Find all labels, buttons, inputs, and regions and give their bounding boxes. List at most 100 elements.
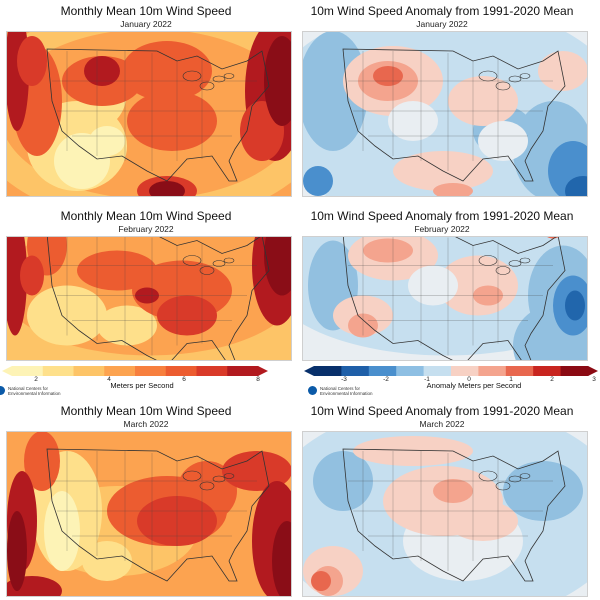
panel-subtitle: January 2022: [120, 19, 172, 29]
ncei-credit: National Centers for Environmental Infor…: [320, 386, 373, 396]
wind-contour: [7, 237, 27, 336]
wind-contour: [89, 126, 125, 156]
wind-contour: [303, 166, 333, 196]
great-lake: [478, 255, 498, 266]
legend-units: Meters per Second: [110, 381, 174, 390]
great-lake: [212, 475, 226, 483]
wind-anomaly-map: [302, 236, 588, 361]
panel-title: 10m Wind Speed Anomaly from 1991-2020 Me…: [310, 4, 574, 18]
speed-legend: 2 4 6 8 Meters per Second National Cente…: [0, 364, 294, 404]
wind-contour: [565, 290, 585, 321]
panel-subtitle: January 2022: [416, 19, 468, 29]
wind-contour: [433, 183, 473, 196]
colorbar-arrow: [304, 366, 314, 376]
legend-tick: -1: [424, 376, 430, 383]
ncei-logo-icon: [0, 386, 5, 395]
wind-contour: [20, 255, 44, 296]
wind-contour: [17, 36, 47, 86]
great-lake: [182, 255, 202, 266]
noaa-logo-icon: [308, 386, 317, 395]
great-lake: [495, 81, 511, 91]
anomaly-legend: -3 -2 -1 0 1 2 3 Anomaly Meters per Seco…: [304, 364, 598, 404]
great-lake: [508, 75, 522, 83]
great-lake: [478, 70, 498, 82]
wind-contour: [264, 237, 291, 296]
colorbar-swatch: [196, 366, 228, 376]
great-lake: [223, 73, 235, 79]
colorbar-swatch: [314, 366, 342, 376]
wind-contour: [313, 451, 373, 511]
anomaly-colorbar: [304, 366, 598, 376]
wind-contour: [157, 295, 217, 336]
great-lake: [495, 266, 511, 275]
legend-tick: 2: [34, 376, 38, 383]
colorbar-arrow: [258, 366, 268, 376]
panel-title: Monthly Mean 10m Wind Speed: [60, 404, 232, 418]
wind-contour: [538, 51, 587, 91]
great-lake: [182, 70, 202, 82]
wind-contour: [408, 265, 458, 306]
country-outline: [46, 448, 270, 582]
country-outline: [342, 48, 566, 182]
colorbar-swatch: [227, 366, 259, 376]
panel-feb-absolute: Monthly Mean 10m Wind Speed February 202…: [0, 205, 292, 405]
wind-speed-map: [6, 236, 292, 361]
panel-jan-anomaly: 10m Wind Speed Anomaly from 1991-2020 Me…: [296, 0, 588, 200]
colorbar-swatch: [104, 366, 136, 376]
panel-subtitle: February 2022: [118, 224, 174, 234]
country-outline: [46, 48, 270, 182]
wind-speed-map: [6, 431, 292, 597]
wind-contour: [7, 511, 27, 591]
wind-contour: [264, 36, 291, 126]
wind-contour: [149, 181, 185, 196]
wind-contour: [24, 432, 60, 491]
panel-mar-absolute: Monthly Mean 10m Wind Speed March 2022: [0, 400, 292, 600]
panel-subtitle: February 2022: [414, 224, 470, 234]
colorbar-swatch: [451, 366, 479, 376]
wind-contour: [84, 56, 120, 86]
great-lake: [519, 257, 531, 264]
wind-contour: [97, 305, 157, 346]
colorbar-swatch: [135, 366, 167, 376]
great-lake: [212, 75, 226, 83]
colorbar-swatch: [341, 366, 370, 376]
country-outline: [342, 448, 566, 582]
wind-contour: [373, 66, 403, 86]
colorbar-swatch: [396, 366, 425, 376]
panel-subtitle: March 2022: [123, 419, 169, 429]
legend-tick: -3: [341, 376, 347, 383]
panel-mar-anomaly: 10m Wind Speed Anomaly from 1991-2020 Me…: [296, 400, 588, 600]
legend-tick: -2: [383, 376, 389, 383]
great-lake: [199, 81, 215, 91]
great-lake: [508, 475, 522, 483]
legend-tick: 1: [509, 376, 513, 383]
wind-contour: [122, 41, 212, 101]
panel-subtitle: March 2022: [419, 419, 465, 429]
colorbar-swatch: [73, 366, 105, 376]
colorbar-swatch: [560, 366, 589, 376]
great-lake: [223, 473, 235, 479]
wind-contour: [388, 101, 438, 141]
wind-speed-map: [6, 31, 292, 197]
wind-contour: [82, 541, 132, 581]
wind-contour: [311, 571, 331, 591]
colorbar-swatch: [368, 366, 397, 376]
wind-contour: [433, 479, 473, 503]
great-lake: [199, 481, 215, 491]
wind-contour: [478, 121, 528, 161]
great-lake: [508, 260, 522, 267]
great-lake: [519, 473, 531, 479]
wind-contour: [448, 76, 518, 126]
great-lake: [519, 73, 531, 79]
wind-contour: [363, 238, 413, 263]
wind-contour: [547, 237, 559, 239]
colorbar-arrow: [2, 366, 12, 376]
great-lake: [223, 257, 235, 264]
colorbar-swatch: [12, 366, 44, 376]
legend-tick: 2: [550, 376, 554, 383]
legend-tick: 6: [182, 376, 186, 383]
panel-title: 10m Wind Speed Anomaly from 1991-2020 Me…: [310, 404, 574, 418]
wind-contour: [448, 501, 518, 541]
colorbar-swatch: [423, 366, 452, 376]
legend-units: Anomaly Meters per Second: [426, 381, 522, 390]
